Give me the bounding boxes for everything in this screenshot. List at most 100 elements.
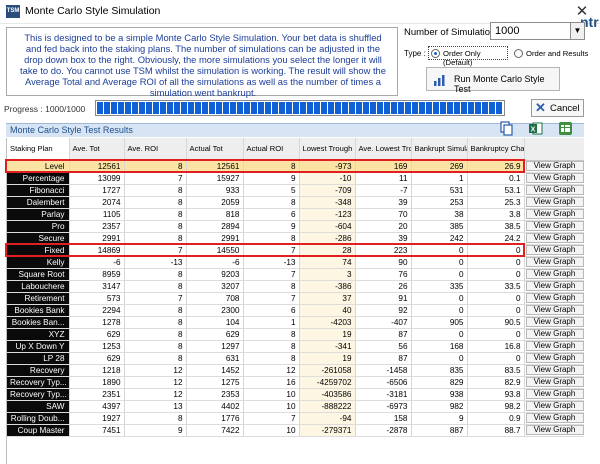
table-row[interactable]: Recovery 1218 12 1452 12 -261058 -1458 835 83.5 V… [7, 364, 584, 377]
view-graph-button[interactable]: View Graph [525, 305, 584, 315]
view-graph-button[interactable]: View Graph [525, 401, 584, 411]
table-cell: 1 [243, 316, 300, 329]
table-cell: 39 [355, 196, 412, 209]
view-graph-button[interactable]: View Graph [525, 233, 584, 243]
excel-export-icon[interactable]: X [528, 121, 543, 136]
view-graph-button[interactable]: View Graph [525, 221, 584, 231]
copy-icon[interactable] [499, 121, 514, 136]
num-simulations-dropdown[interactable]: 1000 ▼ [490, 22, 585, 40]
view-graph-button[interactable]: View Graph [525, 197, 584, 207]
order-and-results-label[interactable]: Order and Results [526, 49, 589, 58]
table-row[interactable]: Fixed 14869 7 14550 7 28 223 0 0 View Graph [7, 244, 584, 257]
table-row[interactable]: Square Root 8959 8 9203 7 3 76 0 0 View Graph [7, 268, 584, 281]
view-graph-button[interactable]: View Graph [525, 377, 584, 387]
table-row[interactable]: Pro 2357 8 2894 9 -604 20 385 38.5 View Graph [7, 220, 584, 233]
table-cell: 7451 [69, 424, 125, 437]
table-row[interactable]: Recovery Typ... 2351 12 2353 10 -403586 -3181 9… [7, 388, 584, 401]
view-graph-button[interactable]: View Graph [525, 281, 584, 291]
column-header[interactable]: Lowest Trough [299, 138, 356, 161]
cancel-button[interactable]: ✕ Cancel [531, 99, 584, 117]
table-row[interactable]: Kelly -6 -13 -6 -13 74 90 0 0 View Graph [7, 256, 584, 269]
chevron-down-icon[interactable]: ▼ [570, 23, 584, 39]
table-cell: -4259702 [299, 376, 356, 389]
column-header[interactable]: Staking Plan [7, 138, 70, 161]
run-monte-carlo-button[interactable]: Run Monte Carlo Style Test [426, 67, 560, 94]
table-row[interactable]: Fibonacci 1727 8 933 5 -709 -7 531 53.1 View Grap… [7, 184, 584, 197]
column-header[interactable]: Bankruptcy Chance % [467, 138, 525, 161]
table-row[interactable]: Labouchere 3147 8 3207 8 -386 26 335 33.5 View Gr… [7, 280, 584, 293]
table-cell: 1927 [69, 412, 125, 425]
view-graph-cell: View Graph [524, 340, 584, 353]
table-cell: 1278 [69, 316, 125, 329]
view-graph-button[interactable]: View Graph [525, 293, 584, 303]
view-graph-button[interactable]: View Graph [525, 329, 584, 339]
table-row[interactable]: LP 28 629 8 631 8 19 87 0 0 View Graph [7, 352, 584, 365]
view-graph-button[interactable]: View Graph [525, 257, 584, 267]
order-and-results-radio[interactable] [514, 49, 523, 58]
table-row[interactable]: Percentage 13099 7 15927 9 -10 11 1 0.1 View Grap… [7, 172, 584, 185]
table-row[interactable]: Parlay 1105 8 818 6 -123 70 38 3.8 View Graph [7, 208, 584, 221]
close-icon[interactable]: ✕ [575, 3, 589, 20]
table-cell: 933 [186, 184, 244, 197]
table-cell: -2878 [355, 424, 412, 437]
table-cell: -709 [299, 184, 356, 197]
view-graph-button[interactable]: View Graph [525, 413, 584, 423]
table-row[interactable]: SAW 4397 13 4402 10 -888222 -6973 982 98.2 View G… [7, 400, 584, 413]
table-row[interactable]: Recovery Typ... 1890 12 1275 16 -4259702 -6506… [7, 376, 584, 389]
column-header[interactable]: Ave. ROI [124, 138, 187, 161]
view-graph-button[interactable]: View Graph [525, 185, 584, 195]
table-row[interactable]: Level 12561 8 12561 8 -973 169 269 26.9 View Grap… [7, 160, 584, 173]
table-cell: 10 [243, 400, 300, 413]
table-row[interactable]: Coup Master 7451 9 7422 10 -279371 -2878 887 88.… [7, 424, 584, 437]
view-graph-button[interactable]: View Graph [525, 425, 584, 435]
table-cell: 573 [69, 292, 125, 305]
table-cell: -6 [186, 256, 244, 269]
view-graph-button[interactable]: View Graph [525, 209, 584, 219]
table-row[interactable]: Rolling Doub... 1927 8 1776 7 -94 158 9 0.9 View … [7, 412, 584, 425]
table-cell: -286 [299, 232, 356, 245]
table-cell: -386 [299, 280, 356, 293]
view-graph-button[interactable]: View Graph [525, 353, 584, 363]
results-grid[interactable]: Staking Plan Ave. Tot Ave. ROI Actual Tot Ac… [6, 138, 584, 464]
table-row[interactable]: Bookies Bank 2294 8 2300 6 40 92 0 0 View Graph [7, 304, 584, 317]
table-cell: 8 [124, 328, 187, 341]
column-header[interactable] [524, 138, 584, 161]
view-graph-cell: View Graph [524, 376, 584, 389]
window-title: Monte Carlo Style Simulation [25, 5, 161, 17]
view-graph-button[interactable]: View Graph [525, 389, 584, 399]
column-header[interactable]: Ave. Tot [69, 138, 125, 161]
table-cell: 12 [124, 376, 187, 389]
table-row[interactable]: Retirement 573 7 708 7 37 91 0 0 View Graph [7, 292, 584, 305]
table-row[interactable]: XYZ 629 8 629 8 19 87 0 0 View Graph [7, 328, 584, 341]
view-graph-button[interactable]: View Graph [525, 365, 584, 375]
table-row[interactable]: Bookies Ban... 1278 8 104 1 -4203 -407 905 90.5 V… [7, 316, 584, 329]
table-cell: 269 [411, 160, 468, 173]
table-cell: 253 [411, 196, 468, 209]
column-header[interactable]: Ave. Lowest Trough [355, 138, 412, 161]
column-header[interactable]: Bankrupt Simulations [411, 138, 468, 161]
order-only-radio[interactable] [431, 49, 440, 58]
table-cell: 7 [243, 292, 300, 305]
table-cell: 7 [243, 244, 300, 257]
column-header[interactable]: Actual Tot [186, 138, 244, 161]
view-graph-button[interactable]: View Graph [525, 317, 584, 327]
results-title: Monte Carlo Style Test Results [10, 125, 133, 135]
table-cell: 8 [243, 352, 300, 365]
view-graph-button[interactable]: View Graph [525, 161, 584, 171]
view-graph-button[interactable]: View Graph [525, 269, 584, 279]
view-graph-button[interactable]: View Graph [525, 341, 584, 351]
view-graph-cell: View Graph [524, 304, 584, 317]
table-cell: 53.1 [467, 184, 525, 197]
table-row[interactable]: Secure 2991 8 2991 8 -286 39 242 24.2 View Graph [7, 232, 584, 245]
view-graph-button[interactable]: View Graph [525, 173, 584, 183]
csv-export-icon[interactable] [558, 121, 573, 136]
table-cell: -3181 [355, 388, 412, 401]
view-graph-button[interactable]: View Graph [525, 245, 584, 255]
table-cell: -6 [69, 256, 125, 269]
column-header[interactable]: Actual ROI [243, 138, 300, 161]
table-cell: -279371 [299, 424, 356, 437]
table-row[interactable]: Up X Down Y 1253 8 1297 8 -341 56 168 16.8 View G… [7, 340, 584, 353]
table-row[interactable]: Dalembert 2074 8 2059 8 -348 39 253 25.3 View Gra… [7, 196, 584, 209]
table-cell: 25.3 [467, 196, 525, 209]
order-only-option[interactable]: Order Only (Default) [428, 46, 508, 67]
